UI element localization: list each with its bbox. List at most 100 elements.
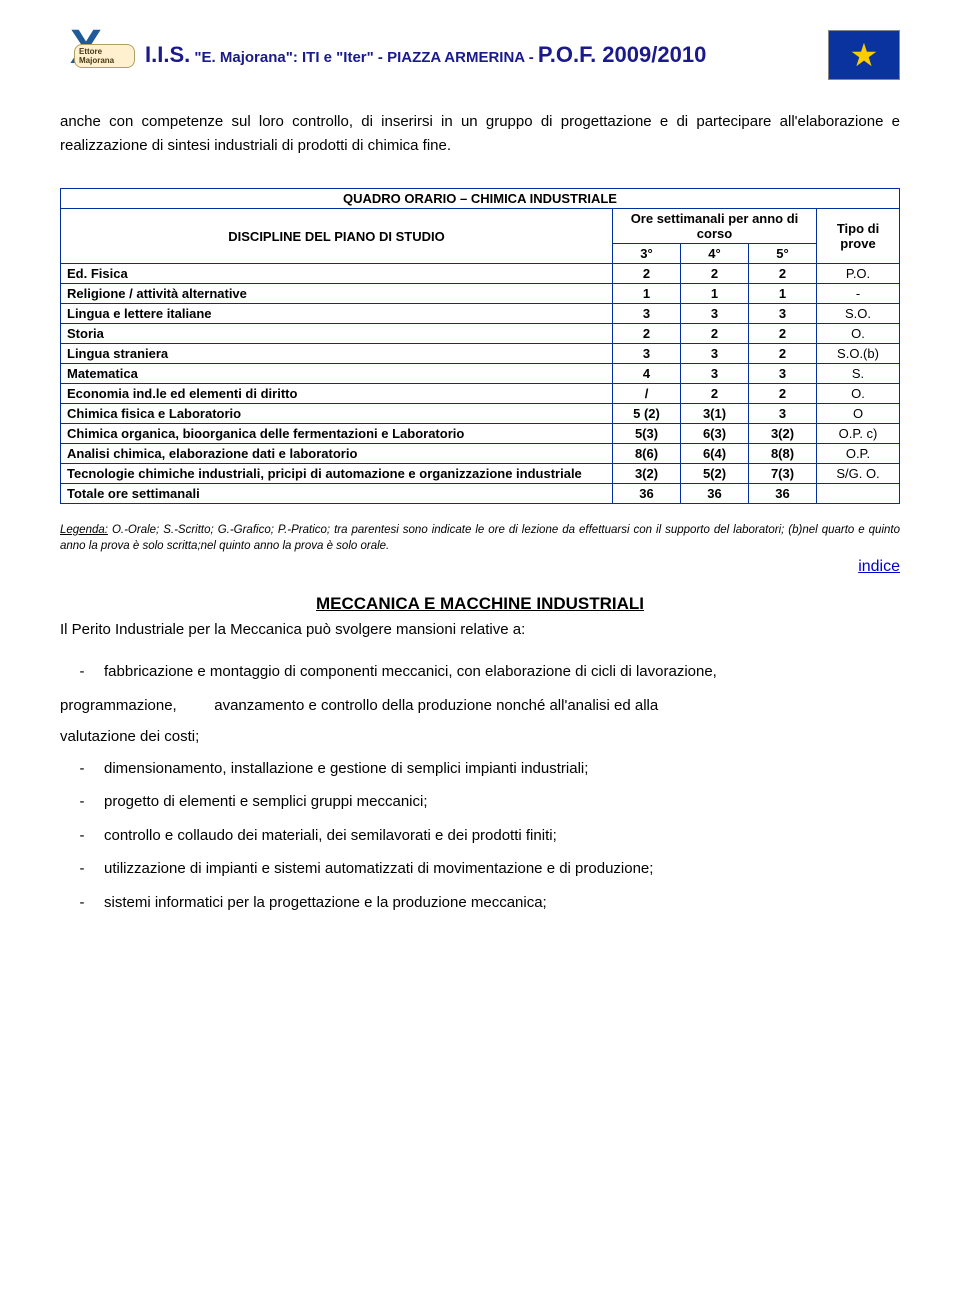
row-label: Lingua straniera [61,344,613,364]
row-label: Economia ind.le ed elementi di diritto [61,384,613,404]
row-label: Matematica [61,364,613,384]
cell-tipo: O.P. [817,444,900,464]
indice-link-container: indice [60,558,900,576]
cell-value: 1 [749,284,817,304]
cell-value: / [613,384,681,404]
row-label: Lingua e lettere italiane [61,304,613,324]
table-row: Lingua e lettere italiane333S.O. [61,304,900,324]
row-label: Totale ore settimanali [61,484,613,504]
cell-tipo [817,484,900,504]
cell-tipo: S.O.(b) [817,344,900,364]
bullet-dash-icon: - [60,820,104,852]
schedule-table: QUADRO ORARIO – CHIMICA INDUSTRIALE DISC… [60,188,900,504]
cell-value: 36 [681,484,749,504]
row-label: Chimica fisica e Laboratorio [61,404,613,424]
cell-value: 3 [749,364,817,384]
cell-tipo: O [817,404,900,424]
cell-tipo: - [817,284,900,304]
discipline-header: DISCIPLINE DEL PIANO DI STUDIO [61,209,613,264]
row-label: Ed. Fisica [61,264,613,284]
cell-tipo: O. [817,384,900,404]
table-row: Religione / attività alternative111- [61,284,900,304]
list-item: -fabbricazione e montaggio di componenti… [60,656,900,688]
cell-value: 3 [749,304,817,324]
list-item: -controllo e collaudo dei materiali, dei… [60,820,900,852]
cell-value: 2 [749,344,817,364]
iis-text: I.I.S. [145,42,190,67]
bullet-text: progetto di elementi e semplici gruppi m… [104,786,900,818]
cell-value: 3 [613,344,681,364]
header-title: I.I.S. "E. Majorana": ITI e "Iter" - PIA… [145,42,828,68]
list-item: -progetto di elementi e semplici gruppi … [60,786,900,818]
table-row: Analisi chimica, elaborazione dati e lab… [61,444,900,464]
bullet-dash-icon: - [60,786,104,818]
year-col-4: 4° [681,244,749,264]
cell-value: 3 [681,364,749,384]
table-row: Chimica organica, bioorganica delle ferm… [61,424,900,444]
bullet-text: sistemi informatici per la progettazione… [104,887,900,919]
cell-value: 3 [681,344,749,364]
row-label: Analisi chimica, elaborazione dati e lab… [61,444,613,464]
intro-paragraph: anche con competenze sul loro controllo,… [60,110,900,158]
bullet-dash-icon: - [60,753,104,785]
pof-text: P.O.F. 2009/2010 [538,42,706,67]
section-title: MECCANICA E MACCHINE INDUSTRIALI [60,594,900,614]
cell-value: 2 [681,384,749,404]
cell-value: 1 [613,284,681,304]
cell-tipo: O.P. c) [817,424,900,444]
cell-value: 5(3) [613,424,681,444]
table-row: Lingua straniera332S.O.(b) [61,344,900,364]
bullet-text: controllo e collaudo dei materiali, dei … [104,820,900,852]
cell-value: 2 [681,324,749,344]
bullet-text: utilizzazione di impianti e sistemi auto… [104,853,900,885]
row-label: Chimica organica, bioorganica delle ferm… [61,424,613,444]
table-row: Tecnologie chimiche industriali, pricipi… [61,464,900,484]
cell-value: 1 [681,284,749,304]
list-item: -dimensionamento, installazione e gestio… [60,753,900,785]
row-label: Storia [61,324,613,344]
table-row: Economia ind.le ed elementi di diritto/2… [61,384,900,404]
school-logo: X Ettore Majorana [60,20,135,90]
continuation-line: programmazione, avanzamento e controllo … [60,690,900,722]
cell-value: 3(1) [681,404,749,424]
ore-header: Ore settimanali per anno di corso [613,209,817,244]
bullet-text: dimensionamento, installazione e gestion… [104,753,900,785]
table-row: Totale ore settimanali363636 [61,484,900,504]
cell-tipo: S.O. [817,304,900,324]
table-row: Chimica fisica e Laboratorio5 (2)3(1)3O [61,404,900,424]
cell-value: 8(6) [613,444,681,464]
cell-value: 2 [749,324,817,344]
cell-value: 2 [681,264,749,284]
list-item: -utilizzazione di impianti e sistemi aut… [60,853,900,885]
cell-value: 3 [749,404,817,424]
logo-label: Ettore Majorana [74,44,135,68]
cell-tipo: S/G. O. [817,464,900,484]
cell-value: 36 [613,484,681,504]
tipo-header: Tipo di prove [817,209,900,264]
cell-value: 2 [613,324,681,344]
separator-text: - PIAZZA ARMERINA - [374,49,538,66]
legend-body: O.-Orale; S.-Scritto; G.-Grafico; P.-Pra… [60,524,900,552]
continuation-line: valutazione dei costi; [60,721,900,753]
year-col-5: 5° [749,244,817,264]
row-label: Religione / attività alternative [61,284,613,304]
cell-value: 3(2) [749,424,817,444]
cell-value: 2 [749,264,817,284]
cell-value: 4 [613,364,681,384]
legend-prefix: Legenda: [60,524,108,536]
row-label: Tecnologie chimiche industriali, pricipi… [61,464,613,484]
bullet-dash-icon: - [60,887,104,919]
cell-value: 6(3) [681,424,749,444]
school-name: "E. Majorana": ITI e "Iter" [194,49,373,66]
cell-tipo: P.O. [817,264,900,284]
legend-text: Legenda: O.-Orale; S.-Scritto; G.-Grafic… [60,522,900,554]
year-col-3: 3° [613,244,681,264]
cell-value: 3 [681,304,749,324]
indice-link[interactable]: indice [858,558,900,575]
cell-tipo: O. [817,324,900,344]
cell-value: 2 [613,264,681,284]
cell-tipo: S. [817,364,900,384]
cell-value: 5(2) [681,464,749,484]
bullet-list: -fabbricazione e montaggio di componenti… [60,656,900,918]
section-intro: Il Perito Industriale per la Meccanica p… [60,618,900,642]
